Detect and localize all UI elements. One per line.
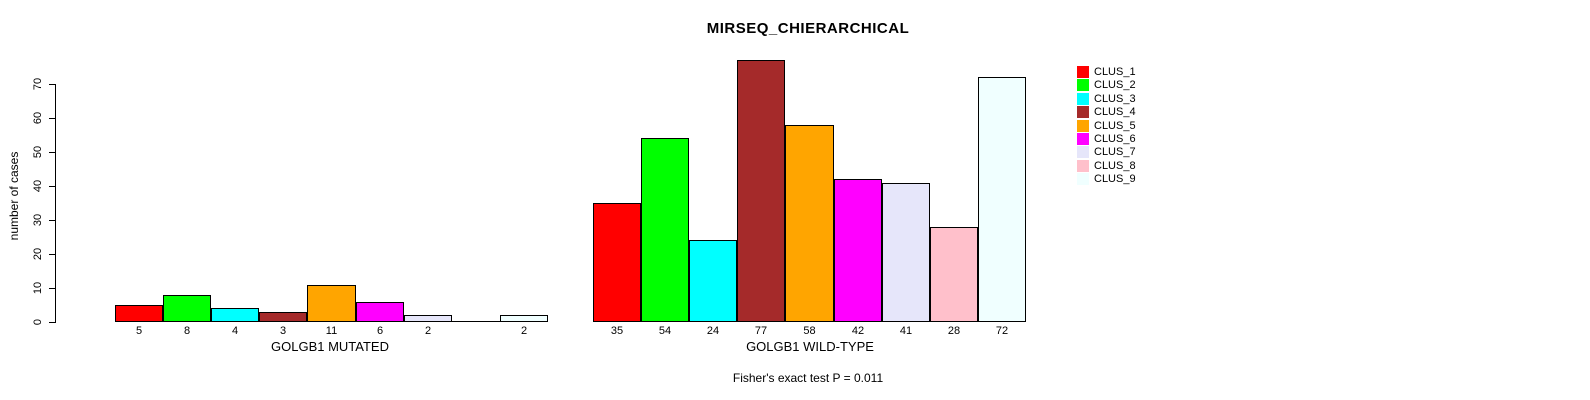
- legend-item-clus_3: CLUS_3: [1077, 92, 1136, 106]
- legend-item-clus_8: CLUS_8: [1077, 159, 1136, 173]
- y-tick-mark: [49, 254, 55, 255]
- bar-value-label: 3: [279, 325, 287, 337]
- legend-label: CLUS_3: [1094, 93, 1136, 105]
- group-label-wildtype: GOLGB1 WILD-TYPE: [746, 339, 874, 354]
- legend-swatch: [1077, 173, 1089, 185]
- bar-wild-type-clus_3: [689, 240, 737, 322]
- bar-wild-type-clus_4: [737, 60, 785, 322]
- legend-item-clus_4: CLUS_4: [1077, 105, 1136, 119]
- legend-swatch: [1077, 106, 1089, 118]
- legend-swatch: [1077, 79, 1089, 91]
- y-tick-label: 0: [32, 318, 44, 326]
- legend-swatch: [1077, 160, 1089, 172]
- legend-label: CLUS_6: [1094, 133, 1136, 145]
- legend-swatch: [1077, 66, 1089, 78]
- y-tick-label: 20: [32, 247, 44, 261]
- bar-mutated-clus_7: [404, 315, 452, 322]
- bar-wild-type-clus_9: [978, 77, 1026, 322]
- bar-value-label: 58: [803, 325, 816, 337]
- legend-swatch: [1077, 133, 1089, 145]
- legend-item-clus_1: CLUS_1: [1077, 65, 1136, 79]
- bar-value-label: 2: [424, 325, 432, 337]
- legend-swatch: [1077, 93, 1089, 105]
- bar-value-label: 24: [706, 325, 720, 337]
- bar-value-label: 42: [851, 325, 865, 337]
- y-axis-line: [55, 84, 56, 323]
- legend-label: CLUS_5: [1094, 120, 1136, 132]
- legend-item-clus_7: CLUS_7: [1077, 145, 1136, 159]
- bar-value-label: 72: [995, 325, 1009, 337]
- bar-wild-type-clus_8: [930, 227, 978, 322]
- bar-mutated-clus_1: [115, 305, 163, 322]
- y-tick-label: 10: [32, 281, 44, 295]
- legend-label: CLUS_4: [1094, 106, 1136, 118]
- bar-value-label: 35: [610, 325, 624, 337]
- bar-value-label: 54: [658, 325, 672, 337]
- legend-item-clus_2: CLUS_2: [1077, 78, 1136, 92]
- bar-wild-type-clus_1: [593, 203, 641, 322]
- legend-label: CLUS_9: [1094, 173, 1136, 185]
- bar-value-label: 4: [231, 325, 239, 337]
- y-tick-mark: [49, 186, 55, 187]
- legend-item-clus_5: CLUS_5: [1077, 119, 1136, 133]
- bar-wild-type-clus_5: [785, 125, 834, 322]
- bar-value-label: 2: [520, 325, 528, 337]
- bar-mutated-clus_4: [259, 312, 307, 322]
- legend-label: CLUS_7: [1094, 146, 1136, 158]
- bar-value-label: 6: [376, 325, 384, 337]
- y-tick-mark: [49, 322, 55, 323]
- y-tick-mark: [49, 118, 55, 119]
- y-tick-label: 30: [32, 213, 44, 227]
- bar-value-label: 5: [135, 325, 143, 337]
- bar-mutated-clus_6: [356, 302, 404, 322]
- y-tick-label: 60: [32, 111, 44, 125]
- bar-value-label: 11: [325, 325, 338, 337]
- legend-item-clus_9: CLUS_9: [1077, 172, 1136, 186]
- fisher-test-annotation: Fisher's exact test P = 0.011: [732, 371, 884, 385]
- y-tick-mark: [49, 220, 55, 221]
- y-tick-label: 40: [32, 179, 44, 193]
- chart-title: MIRSEQ_CHIERARCHICAL: [706, 20, 910, 37]
- legend-label: CLUS_2: [1094, 79, 1136, 91]
- bar-mutated-clus_3: [211, 308, 259, 322]
- y-tick-label: 70: [32, 77, 44, 91]
- bar-mutated-clus_2: [163, 295, 211, 322]
- bar-wild-type-clus_7: [882, 183, 930, 322]
- bar-mutated-clus_9: [500, 315, 548, 322]
- group-label-mutated: GOLGB1 MUTATED: [271, 339, 389, 354]
- legend-item-clus_6: CLUS_6: [1077, 132, 1136, 146]
- y-tick-label: 50: [32, 145, 44, 159]
- y-tick-mark: [49, 152, 55, 153]
- y-tick-mark: [49, 84, 55, 85]
- legend-label: CLUS_8: [1094, 160, 1136, 172]
- bar-value-label: 28: [947, 325, 961, 337]
- legend-swatch: [1077, 120, 1089, 132]
- legend-swatch: [1077, 146, 1089, 158]
- bar-wild-type-clus_6: [834, 179, 882, 322]
- zero-bar-mutated-clus_8: [452, 321, 500, 322]
- bar-mutated-clus_5: [307, 285, 356, 322]
- bar-wild-type-clus_2: [641, 138, 689, 322]
- legend-label: CLUS_1: [1094, 66, 1136, 78]
- y-axis-label: number of cases: [7, 151, 21, 241]
- y-tick-mark: [49, 288, 55, 289]
- bar-value-label: 8: [183, 325, 191, 337]
- bar-value-label: 77: [754, 325, 768, 337]
- bar-value-label: 41: [899, 325, 913, 337]
